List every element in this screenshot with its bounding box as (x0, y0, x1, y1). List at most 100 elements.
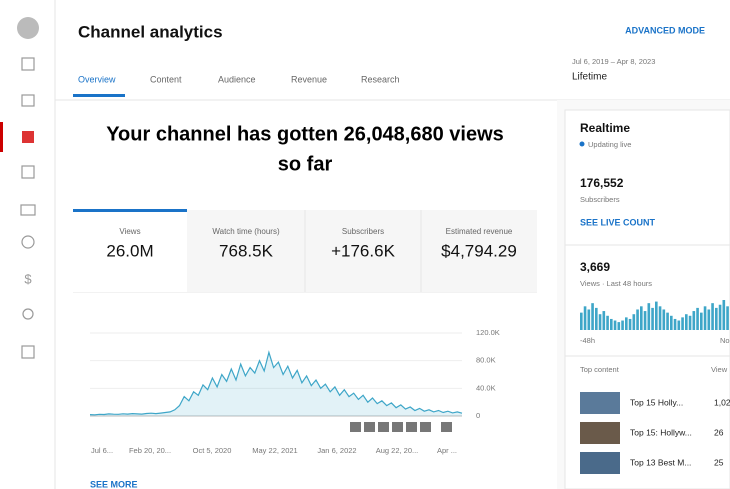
area-line (89, 350, 463, 416)
thumbnail[interactable] (580, 422, 620, 444)
tab-underline (73, 94, 125, 97)
x-tick-label: Oct 5, 2020 (193, 446, 232, 455)
views-header: View (711, 365, 728, 374)
realtime-bar (587, 309, 591, 330)
control-button[interactable] (420, 422, 431, 432)
thumbnail[interactable] (580, 392, 620, 414)
avatar[interactable] (17, 17, 39, 39)
views-count: 3,669 (580, 260, 610, 274)
realtime-bar (662, 309, 666, 330)
headline: so far (278, 153, 333, 175)
subscriber-label: Subscribers (580, 195, 620, 204)
chart-controls (350, 422, 452, 432)
realtime-bar (658, 306, 662, 330)
x-tick-label: May 22, 2021 (252, 446, 297, 455)
control-button[interactable] (378, 422, 389, 432)
realtime-bar (722, 300, 726, 330)
control-button[interactable] (441, 422, 452, 432)
active-indicator (0, 122, 3, 152)
realtime-bar (602, 311, 606, 330)
card-group[interactable] (187, 210, 537, 292)
x-tick-label: Feb 20, 20... (129, 446, 171, 455)
realtime-bar (595, 307, 598, 330)
earn-icon[interactable]: $ (24, 271, 32, 286)
date-range: Jul 6, 2019 – Apr 8, 2023 (572, 57, 655, 66)
advanced-mode[interactable]: ADVANCED MODE (625, 25, 705, 35)
period: Lifetime (572, 72, 607, 83)
top-content-label: Top content (580, 365, 620, 374)
realtime-bar (696, 307, 699, 330)
card-selected[interactable] (73, 210, 187, 292)
realtime-bar (610, 318, 613, 330)
live-count-link[interactable]: SEE LIVE COUNT (580, 217, 656, 227)
customize-icon[interactable] (22, 308, 34, 320)
realtime-bar (715, 307, 718, 330)
content-title[interactable]: Top 15 Holly... (630, 397, 683, 407)
realtime-bar (628, 318, 632, 330)
see-more[interactable]: SEE MORE (90, 479, 138, 489)
realtime-bar (625, 317, 628, 330)
axis-start: -48h (580, 336, 595, 345)
card-value: 768.5K (219, 241, 274, 260)
tab[interactable]: Revenue (291, 74, 327, 84)
card-value: +176.6K (331, 241, 395, 260)
realtime-bar (651, 307, 654, 330)
dashboard-icon[interactable] (21, 57, 35, 71)
realtime-bar (726, 306, 729, 330)
subtitles-icon[interactable] (20, 204, 36, 216)
y-tick-label: 0 (476, 411, 480, 420)
realtime-bar (670, 315, 673, 330)
x-tick-label: Jan 6, 2022 (317, 446, 356, 455)
realtime-bar (583, 306, 587, 330)
thumbnail[interactable] (580, 452, 620, 474)
realtime-bar (647, 303, 651, 330)
realtime-bar (617, 322, 621, 330)
tab[interactable]: Content (150, 74, 182, 84)
y-tick-label: 120.0K (476, 328, 500, 337)
content-title[interactable]: Top 13 Best M... (630, 457, 691, 467)
realtime-status: Updating live (588, 140, 631, 149)
audio-icon[interactable] (21, 345, 35, 359)
realtime-bar (580, 312, 583, 330)
subscriber-count: 176,552 (580, 176, 624, 190)
realtime-bar (673, 318, 677, 330)
headline: Your channel has gotten 26,048,680 views (106, 123, 504, 145)
control-button[interactable] (406, 422, 417, 432)
realtime-bar (655, 301, 658, 330)
card-highlight (73, 209, 187, 212)
tab[interactable]: Overview (78, 74, 116, 84)
control-button[interactable] (364, 422, 375, 432)
realtime-bar (621, 320, 624, 330)
sidebar-icons: $ (20, 57, 36, 359)
tab[interactable]: Research (361, 74, 400, 84)
content-views: 1,02 (714, 397, 730, 407)
realtime-bar (685, 314, 688, 330)
control-button[interactable] (392, 422, 403, 432)
analytics-icon[interactable] (22, 131, 34, 143)
realtime-bar (718, 304, 722, 330)
sidebar (0, 0, 55, 489)
tab[interactable]: Audience (218, 74, 256, 84)
realtime-bar (700, 312, 703, 330)
x-tick-label: Jul 6... (91, 446, 113, 455)
card-value: 26.0M (106, 241, 153, 260)
content-views: 26 (714, 427, 724, 437)
card-label: Views (119, 227, 140, 236)
control-button[interactable] (350, 422, 361, 432)
card-value: $4,794.29 (441, 241, 517, 260)
card-label: Subscribers (342, 227, 384, 236)
realtime-bar (681, 317, 684, 330)
y-tick-label: 80.0K (476, 356, 496, 365)
realtime-bar (636, 309, 639, 330)
live-dot (579, 141, 585, 147)
comments-icon[interactable] (21, 165, 35, 179)
realtime-bar (640, 306, 643, 330)
content-icon[interactable] (21, 94, 35, 107)
realtime-bar (666, 312, 669, 330)
content-title[interactable]: Top 15: Hollyw... (630, 427, 692, 437)
copyright-icon[interactable] (21, 235, 35, 249)
y-tick-label: 40.0K (476, 383, 496, 392)
realtime-bar (643, 311, 647, 330)
x-tick-label: Apr ... (437, 446, 457, 455)
